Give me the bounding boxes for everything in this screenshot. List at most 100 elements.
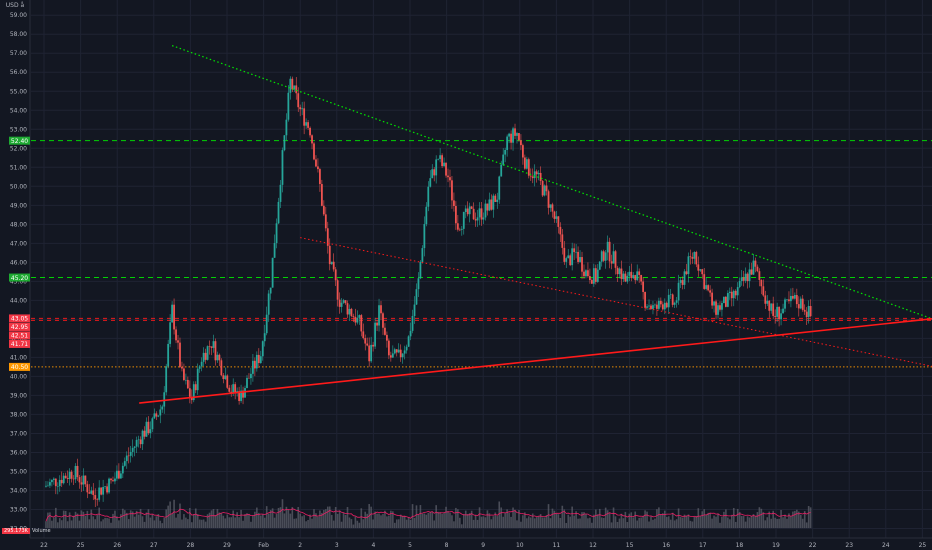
volume-bar (618, 518, 621, 528)
volume-bar (309, 514, 311, 528)
volume-bar (435, 505, 437, 528)
volume-bar (313, 509, 315, 528)
candle-body (295, 85, 298, 94)
price-tick: 48.00 (10, 221, 27, 228)
volume-bar (127, 519, 130, 528)
candle-body (352, 316, 355, 317)
candle-body (242, 390, 244, 398)
price-scale-icon[interactable]: å (20, 2, 25, 9)
volume-bar (660, 514, 662, 528)
candle-body (456, 223, 459, 230)
candle-body (679, 280, 682, 283)
candle-body (520, 140, 522, 146)
price-candles[interactable] (45, 76, 812, 508)
volume-bar (297, 506, 300, 528)
volume-bar (350, 519, 353, 528)
candle-body (589, 276, 591, 281)
candle-body (84, 475, 87, 485)
candle-body (758, 271, 761, 280)
candle-body (805, 311, 808, 318)
candle-body (129, 451, 132, 456)
candle-body (462, 212, 465, 229)
candle-body (127, 455, 130, 457)
candle-body (417, 278, 420, 290)
candle-body (801, 298, 804, 310)
volume-bar (62, 510, 65, 528)
volume-bar (114, 510, 116, 528)
volume-bar (415, 505, 418, 528)
trendline (300, 237, 932, 367)
time-tick: 28 (187, 542, 195, 549)
candle-body (583, 271, 585, 277)
candle-body (449, 177, 451, 181)
volume-bar (303, 515, 305, 528)
price-badge-text: 45.20 (11, 275, 28, 282)
volume-bar (175, 517, 177, 528)
candle-body (646, 306, 648, 308)
candle-body (240, 390, 242, 402)
volume-bar (648, 521, 650, 528)
volume-bar (210, 510, 213, 528)
candle-body (210, 346, 213, 348)
volume-bar (94, 519, 97, 528)
volume-bar (356, 520, 359, 528)
trendlines[interactable] (139, 45, 932, 404)
price-tick: 55.00 (10, 88, 27, 95)
candle-body (447, 175, 449, 178)
volume-bar (277, 507, 280, 528)
candle-body (244, 388, 246, 398)
volume-bar (159, 520, 162, 528)
candle-body (565, 258, 568, 262)
volume-bar (403, 515, 406, 528)
candle-body (691, 257, 694, 259)
candle-body (100, 487, 103, 495)
volume-bar (529, 517, 532, 528)
volume-bar (433, 520, 436, 528)
volume-bar (362, 519, 365, 528)
candle-body (573, 248, 576, 253)
time-axis-panel[interactable] (0, 538, 932, 550)
candle-body (441, 155, 443, 167)
volume-bar (131, 511, 134, 528)
volume-bar (173, 499, 175, 528)
candle-body (762, 286, 765, 296)
candle-body (510, 133, 512, 143)
candle-body (451, 180, 453, 201)
volume-bar (263, 517, 266, 528)
candle-body (224, 375, 227, 380)
price-tick: 46.00 (10, 259, 27, 266)
volume-bar (596, 514, 599, 528)
price-tick: 37.00 (10, 430, 27, 437)
volume-bar (794, 510, 796, 528)
candle-body (293, 85, 296, 90)
volume-bar (798, 511, 800, 528)
candle-body (181, 366, 183, 369)
volume-bar (427, 512, 430, 528)
volume-bar (595, 509, 597, 528)
candle-body (484, 203, 487, 218)
candle-body (372, 344, 375, 347)
volume-bar (392, 511, 394, 528)
candle-body (614, 251, 617, 268)
candle-body (405, 346, 408, 351)
volume-bar (612, 507, 615, 528)
candle-body (772, 303, 775, 316)
price-badge (9, 322, 30, 331)
volume-bar (129, 510, 132, 528)
candle-body (628, 271, 631, 276)
price-badge (9, 339, 30, 348)
time-tick: 8 (445, 542, 449, 549)
volume-bar (693, 517, 696, 528)
candle-body (795, 295, 798, 305)
candle-body (474, 219, 477, 221)
price-axis-panel[interactable] (0, 0, 30, 538)
candle-body (600, 251, 603, 262)
candle-body (723, 296, 725, 304)
price-badge-text: 41.71 (11, 341, 28, 348)
volume-bar (589, 517, 591, 528)
volume-bar (378, 513, 380, 528)
volume-bar (163, 517, 166, 528)
volume-bar (681, 517, 684, 528)
